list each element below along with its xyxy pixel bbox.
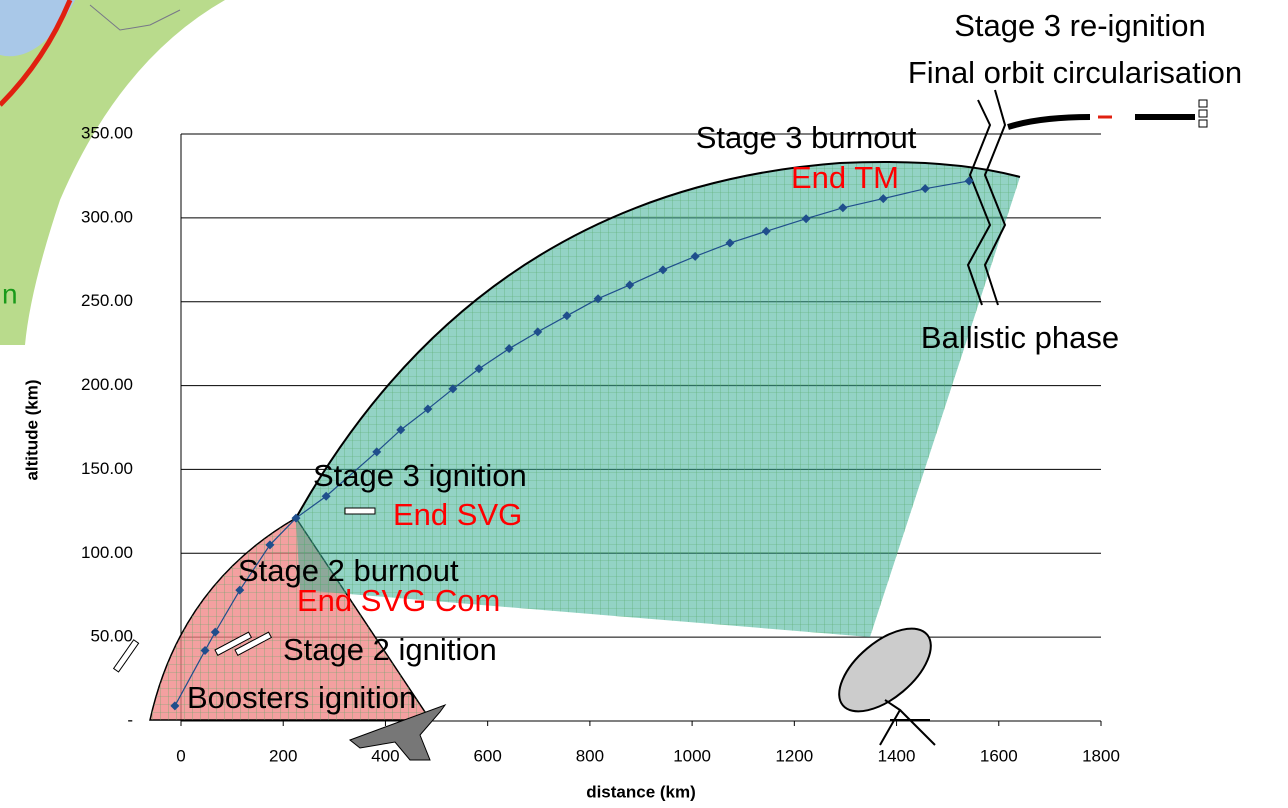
trajectory-point	[474, 364, 484, 374]
x-tick-label: 1000	[673, 746, 711, 765]
trajectory-point	[170, 701, 180, 711]
satellite	[1198, 99, 1208, 128]
trajectory-point	[533, 327, 543, 337]
y-tick-label: 350.00	[81, 123, 133, 142]
trajectory-point	[562, 311, 572, 321]
trajectory-point	[920, 184, 930, 194]
x-tick-label: 1200	[775, 746, 813, 765]
x-tick-label: 0	[176, 746, 185, 765]
map-text: n	[2, 278, 18, 309]
jet-icon	[348, 703, 447, 761]
y-axis-label: altitude (km)	[22, 379, 41, 480]
trajectory-point	[200, 646, 210, 656]
trajectory-line	[174, 180, 970, 707]
trajectory-point	[690, 251, 700, 261]
y-tick-label: 300.00	[81, 207, 133, 226]
trajectory-point	[448, 384, 458, 394]
annotation: Stage 2 burnout	[238, 553, 459, 588]
trajectory-point	[265, 540, 275, 550]
x-tick-label: 400	[371, 746, 399, 765]
trajectory-point	[761, 226, 771, 236]
trajectory-point	[625, 280, 635, 290]
x-axis-label: distance (km)	[586, 782, 696, 801]
break-lines	[966, 89, 1007, 306]
trajectory-point	[964, 176, 974, 186]
annotation: End SVG Com	[297, 583, 500, 618]
annotation: End SVG	[393, 497, 522, 532]
annotation: Stage 3 ignition	[313, 458, 527, 493]
y-tick-label: 200.00	[81, 375, 133, 394]
trajectory-point	[423, 404, 433, 414]
map-fragment: n	[0, 0, 225, 345]
annotation: End TM	[791, 160, 899, 195]
x-tick-label: 200	[269, 746, 297, 765]
trajectory-point	[396, 425, 406, 435]
orbit	[1007, 114, 1195, 130]
trajectory-point	[725, 238, 735, 248]
trajectory-point	[593, 294, 603, 304]
annotation: Ballistic phase	[921, 320, 1119, 355]
trajectory-point	[838, 203, 848, 213]
annotation: Stage 3 re-ignition	[954, 8, 1206, 43]
x-tick-label: 800	[576, 746, 604, 765]
annotation: Final orbit circularisation	[908, 55, 1242, 90]
annotation: Boosters ignition	[187, 680, 416, 715]
trajectory-point	[658, 265, 668, 275]
trajectory-point	[504, 344, 514, 354]
trajectory-point	[321, 491, 331, 501]
rocket-icons	[112, 507, 376, 673]
y-tick-label: 250.00	[81, 291, 133, 310]
trajectory-point	[878, 194, 888, 204]
x-tick-label: 600	[473, 746, 501, 765]
x-tick-label: 1600	[980, 746, 1018, 765]
trajectory-point	[291, 513, 301, 523]
antenna-icon	[838, 627, 936, 746]
x-tick-label: 1800	[1082, 746, 1120, 765]
y-tick-label: 150.00	[81, 459, 133, 478]
x-tick-label: 1400	[878, 746, 916, 765]
y-tick-label: -	[127, 710, 133, 729]
trajectory-point	[801, 214, 811, 224]
annotation: Stage 3 burnout	[696, 120, 917, 155]
trajectory-point	[372, 447, 382, 457]
annotation: Stage 2 ignition	[283, 632, 497, 667]
y-tick-label: 100.00	[81, 543, 133, 562]
trajectory-point	[210, 627, 220, 637]
y-tick-label: 50.00	[90, 627, 133, 646]
trajectory-point	[235, 585, 245, 595]
